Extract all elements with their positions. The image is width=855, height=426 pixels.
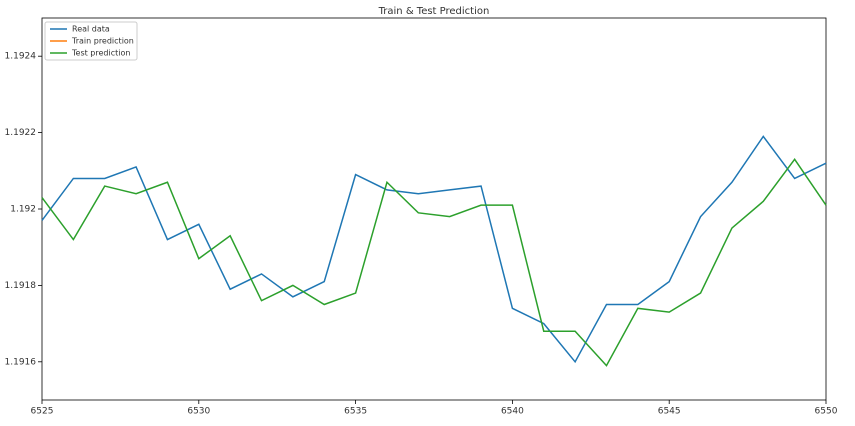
series-line (41, 135, 827, 364)
y-tick-label: 1.1922 (5, 128, 37, 138)
x-tick-label: 6545 (658, 407, 681, 417)
y-tick-label: 1.1916 (5, 357, 37, 367)
series-line (41, 158, 827, 367)
y-tick-label: 1.1924 (5, 52, 37, 62)
x-tick-label: 6530 (187, 407, 210, 417)
x-tick-label: 6535 (344, 407, 367, 417)
chart-title: Train & Test Prediction (378, 6, 490, 17)
legend-label: Real data (72, 25, 110, 34)
x-tick-label: 6550 (815, 407, 838, 417)
legend-box (44, 21, 138, 61)
legend-label: Test prediction (71, 49, 130, 58)
x-tick-label: 6540 (501, 407, 524, 417)
x-tick-label: 6525 (31, 407, 54, 417)
y-tick-label: 1.1918 (5, 281, 37, 291)
legend-label: Train prediction (71, 37, 134, 46)
y-tick-label: 1.192 (10, 205, 36, 215)
